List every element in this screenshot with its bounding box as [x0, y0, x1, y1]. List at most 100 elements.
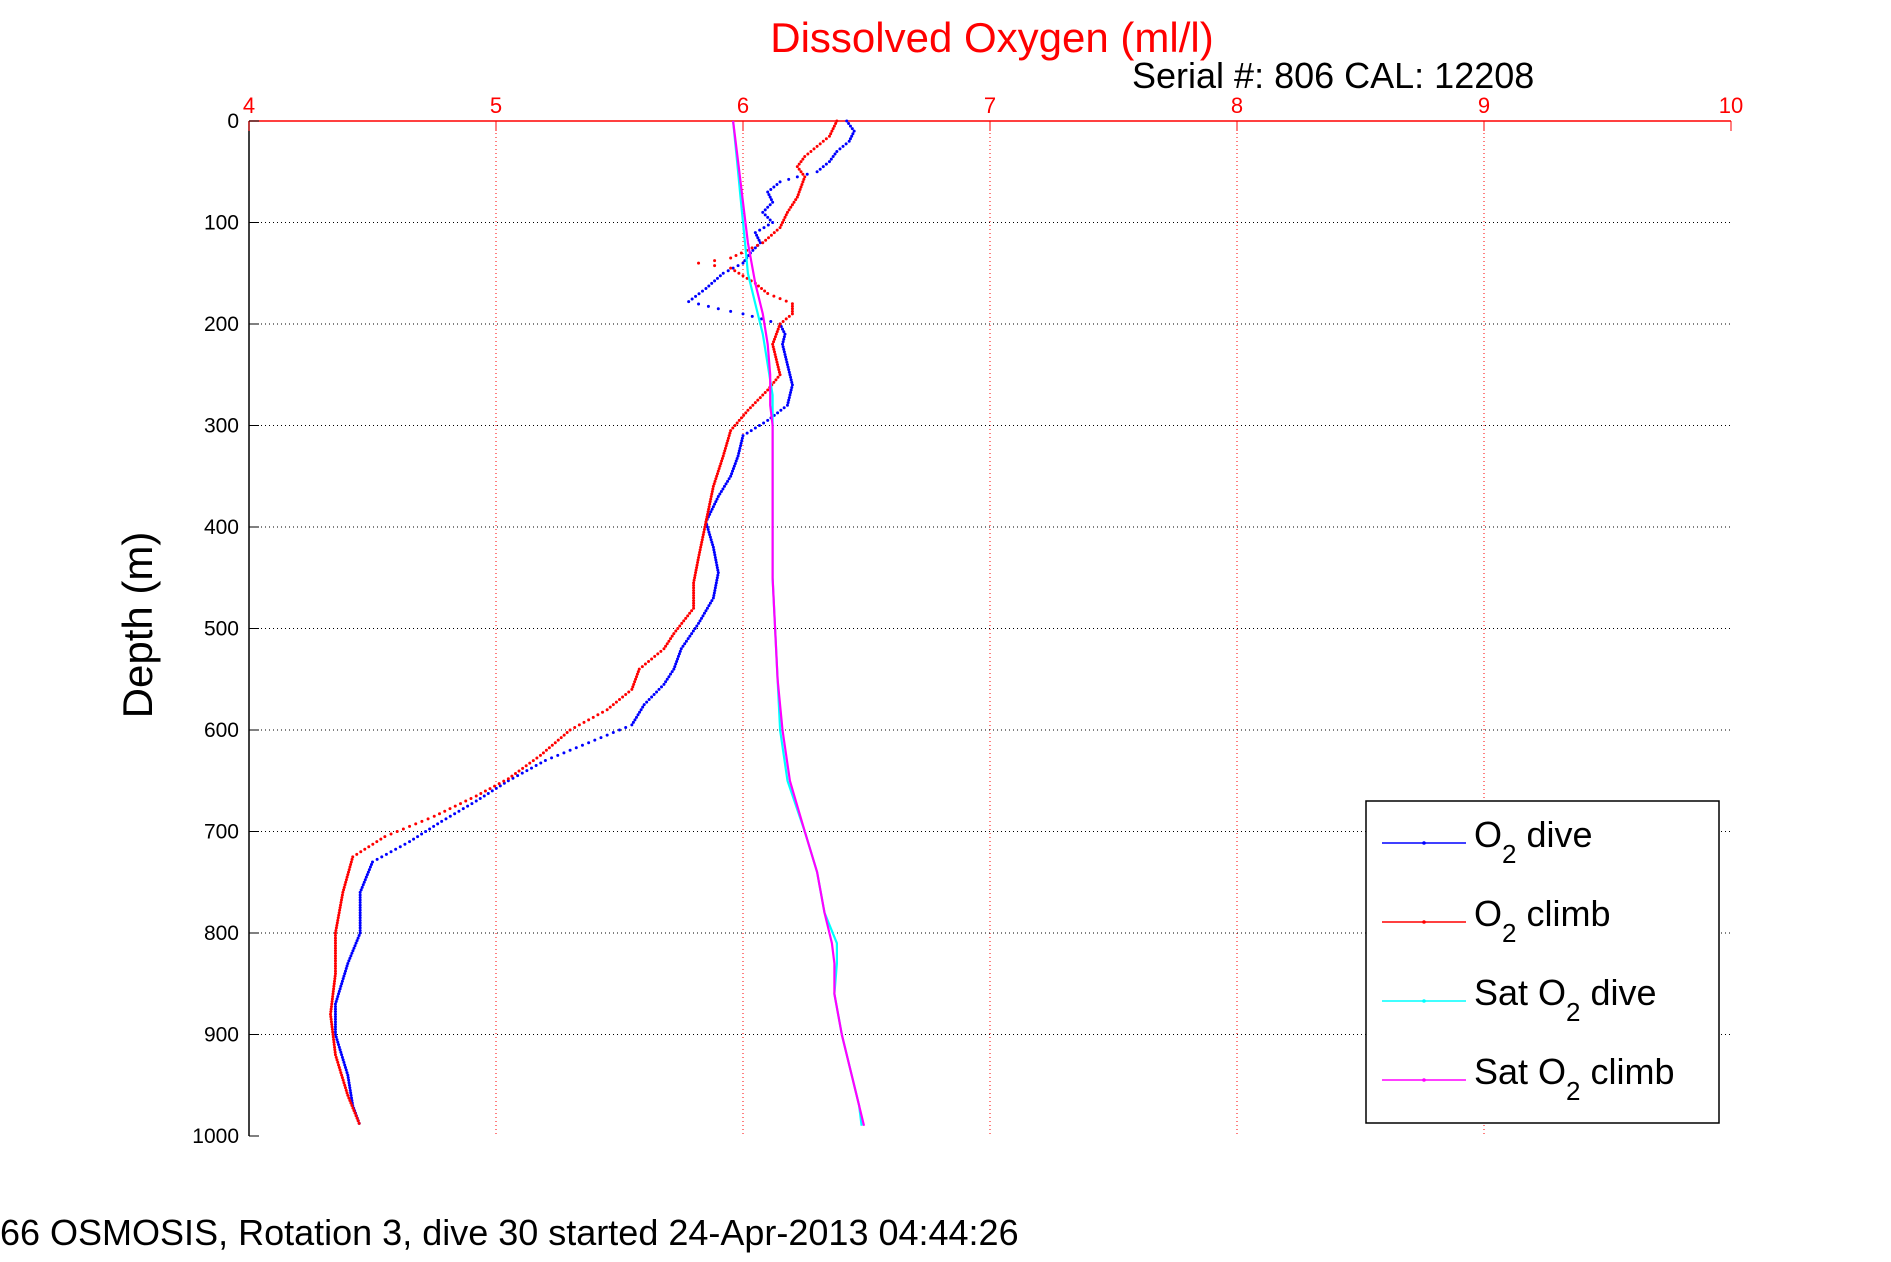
data-point: [534, 764, 538, 768]
data-point: [704, 609, 708, 613]
data-point: [352, 1109, 356, 1113]
data-point: [333, 1030, 337, 1034]
data-point: [713, 479, 717, 483]
data-point: [528, 761, 532, 765]
data-point: [478, 797, 482, 801]
data-point: [788, 393, 792, 397]
data-point: [358, 890, 362, 894]
data-point: [342, 888, 346, 892]
data-point: [520, 771, 524, 775]
data-point: [782, 337, 786, 341]
data-point: [710, 492, 714, 496]
data-point: [772, 294, 776, 298]
data-point: [734, 253, 738, 257]
data-point: [721, 271, 725, 275]
x-tick-label: 7: [984, 93, 996, 118]
data-point: [333, 939, 337, 943]
data-point: [787, 177, 791, 181]
data-point: [831, 127, 835, 131]
data-point: [778, 297, 782, 301]
data-point: [574, 746, 578, 750]
data-point: [706, 512, 710, 516]
data-point: [346, 1073, 350, 1077]
data-point: [349, 1091, 353, 1095]
data-point: [348, 956, 352, 960]
data-point: [541, 751, 545, 755]
data-point: [713, 279, 717, 283]
data-point: [332, 987, 336, 991]
legend-marker: [1422, 999, 1426, 1003]
data-point: [761, 241, 765, 245]
data-point: [739, 416, 743, 420]
legend: O2 dive O2 climb Sat O2 dive Sat O2 climb: [1365, 800, 1720, 1124]
data-point: [701, 533, 705, 537]
data-point: [331, 1033, 335, 1036]
data-point: [510, 774, 514, 778]
y-axis-label: Depth (m): [114, 532, 161, 719]
data-point: [705, 515, 709, 519]
data-point: [384, 852, 388, 856]
y-tick-label: 800: [204, 922, 239, 945]
data-point: [782, 350, 786, 354]
data-point: [686, 614, 690, 618]
data-point: [547, 746, 551, 750]
data-point: [562, 751, 566, 755]
data-point: [634, 677, 638, 681]
data-point: [787, 314, 791, 318]
data-point: [710, 489, 714, 493]
data-point: [784, 213, 788, 217]
data-point: [656, 652, 660, 656]
data-point: [343, 972, 347, 976]
data-point: [420, 819, 424, 823]
data-point: [750, 246, 754, 250]
data-point: [611, 703, 615, 707]
data-point: [353, 944, 357, 948]
data-point: [714, 561, 718, 565]
data-point: [712, 550, 716, 554]
data-point: [665, 677, 669, 681]
data-point: [340, 1073, 344, 1077]
data-point: [389, 832, 393, 836]
data-point: [778, 322, 782, 326]
data-point: [772, 350, 776, 354]
data-point: [722, 484, 726, 488]
data-point: [702, 530, 706, 534]
data-point: [333, 974, 337, 978]
data-point: [805, 172, 809, 176]
data-point: [731, 467, 735, 471]
data-point: [797, 162, 801, 166]
data-point: [355, 939, 359, 943]
data-point: [483, 789, 487, 793]
data-point: [333, 964, 337, 968]
data-point: [775, 182, 779, 186]
data-point: [665, 642, 669, 646]
data-point: [556, 738, 560, 742]
data-point: [852, 129, 856, 133]
data-point: [789, 388, 793, 392]
data-point: [704, 517, 708, 521]
data-point: [349, 1093, 353, 1097]
data-point: [711, 487, 715, 491]
data-point: [338, 1068, 342, 1072]
data-point: [333, 1027, 337, 1031]
data-point: [692, 588, 696, 592]
data-point: [335, 1038, 339, 1042]
data-point: [333, 931, 337, 935]
data-point: [333, 1005, 337, 1009]
legend-label: Sat O2 climb: [1474, 1051, 1675, 1106]
data-point: [408, 824, 412, 828]
series-o2-climb: [329, 119, 839, 1125]
data-point: [336, 994, 340, 998]
data-point: [699, 543, 703, 547]
data-point: [729, 256, 733, 260]
data-point: [337, 911, 341, 915]
data-point: [756, 398, 760, 402]
data-point: [727, 477, 731, 481]
data-point: [469, 797, 473, 801]
data-point: [790, 385, 794, 389]
data-point: [333, 944, 337, 948]
data-point: [708, 533, 712, 537]
data-point: [771, 342, 775, 346]
data-point: [330, 1000, 334, 1004]
